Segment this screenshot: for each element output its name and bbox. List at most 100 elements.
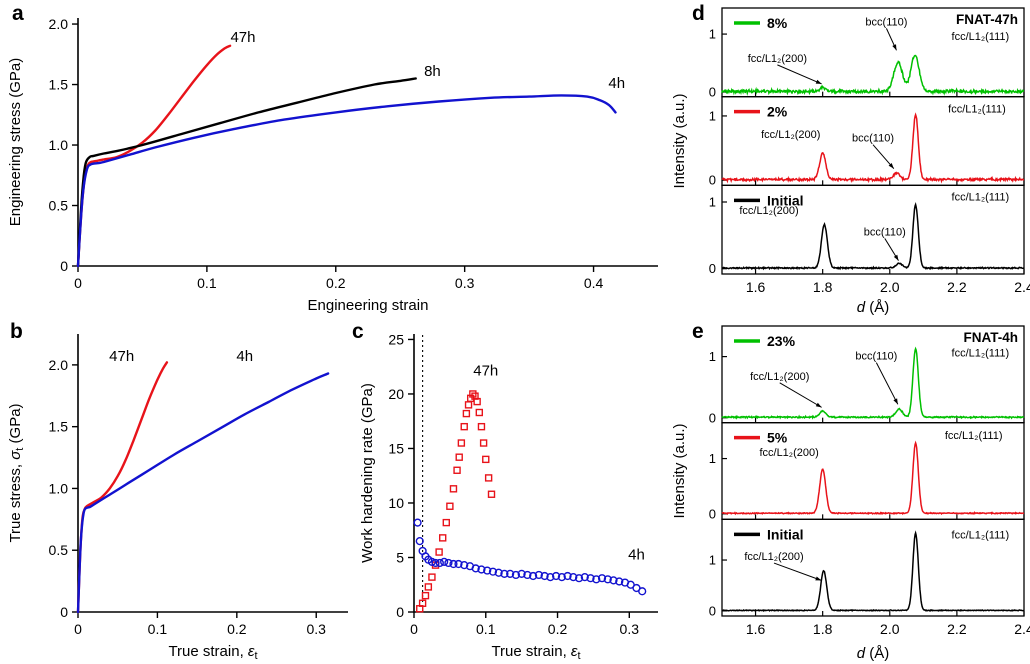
svg-text:Intensity (a.u.): Intensity (a.u.) [671, 423, 688, 518]
svg-text:2.0: 2.0 [49, 357, 69, 373]
svg-text:15: 15 [388, 440, 404, 456]
panel-label-b: b [10, 320, 23, 343]
svg-text:FNAT-4h: FNAT-4h [964, 330, 1019, 345]
svg-text:0: 0 [74, 275, 82, 291]
panel-label-d: d [692, 2, 705, 25]
svg-text:0.3: 0.3 [620, 621, 640, 637]
svg-text:20: 20 [388, 386, 404, 402]
svg-text:FNAT-47h: FNAT-47h [956, 12, 1018, 27]
svg-text:fcc/L1₂(200): fcc/L1₂(200) [744, 551, 803, 563]
svg-text:0: 0 [709, 603, 716, 618]
svg-text:fcc/L1₂(111): fcc/L1₂(111) [945, 430, 1003, 442]
chart-engineering-stress-strain: 0 0.1 0.2 0.3 0.4 0 0.5 1.0 1.5 2.0 47h 8h 4h Enginee… [7, 16, 658, 314]
svg-text:0: 0 [74, 621, 82, 637]
svg-text:bcc(110): bcc(110) [865, 16, 907, 28]
svg-text:bcc(110): bcc(110) [855, 351, 897, 363]
svg-text:1: 1 [709, 553, 716, 568]
svg-text:0: 0 [60, 604, 68, 620]
svg-text:fcc/L1₂(200): fcc/L1₂(200) [739, 205, 798, 217]
svg-text:2.0: 2.0 [880, 621, 900, 637]
svg-text:fcc/L1₂(111): fcc/L1₂(111) [952, 348, 1010, 360]
svg-text:2.2: 2.2 [947, 279, 967, 295]
svg-text:1.8: 1.8 [813, 621, 833, 637]
svg-text:1.0: 1.0 [49, 480, 69, 496]
svg-text:1: 1 [709, 451, 716, 466]
svg-text:d (Å): d (Å) [857, 645, 890, 662]
svg-text:fcc/L1₂(111): fcc/L1₂(111) [952, 31, 1010, 43]
svg-text:1: 1 [709, 27, 716, 42]
svg-text:1.6: 1.6 [746, 279, 766, 295]
svg-text:0.5: 0.5 [49, 542, 69, 558]
svg-text:True stress, σt (GPa): True stress, σt (GPa) [7, 403, 26, 542]
svg-text:0: 0 [60, 258, 68, 274]
svg-text:0.3: 0.3 [455, 275, 475, 291]
svg-text:5: 5 [396, 549, 404, 565]
svg-text:1: 1 [709, 349, 716, 364]
svg-text:Initial: Initial [767, 526, 804, 542]
svg-text:0: 0 [709, 85, 716, 100]
svg-text:8%: 8% [767, 15, 788, 31]
svg-text:0.2: 0.2 [326, 275, 346, 291]
svg-text:0.1: 0.1 [476, 621, 496, 637]
svg-text:0.3: 0.3 [307, 621, 327, 637]
chart-true-stress-strain: 0 0.1 0.2 0.3 0 0.5 1.0 1.5 2.0 47h 4h True strain,… [7, 334, 348, 662]
panel-label-a: a [12, 2, 24, 25]
chart-work-hardening-rate: 0 0.1 0.2 0.3 0 5 10 15 20 25 47h 4h True strain, εt… [359, 331, 658, 662]
svg-text:True strain, εt: True strain, εt [168, 643, 257, 662]
svg-text:fcc/L1₂(200): fcc/L1₂(200) [761, 129, 820, 141]
svg-text:23%: 23% [767, 333, 796, 349]
svg-text:True strain, εt: True strain, εt [491, 643, 580, 662]
svg-text:Intensity (a.u.): Intensity (a.u.) [671, 93, 688, 188]
svg-text:0: 0 [396, 604, 404, 620]
svg-text:8h: 8h [424, 63, 441, 80]
svg-text:1.5: 1.5 [49, 77, 69, 93]
svg-text:47h: 47h [230, 29, 255, 46]
svg-text:0: 0 [709, 261, 716, 276]
svg-text:0.1: 0.1 [197, 275, 217, 291]
svg-text:fcc/L1₂(111): fcc/L1₂(111) [952, 192, 1010, 204]
svg-text:0.5: 0.5 [49, 198, 69, 214]
svg-text:1: 1 [709, 108, 716, 123]
svg-text:fcc/L1₂(111): fcc/L1₂(111) [952, 530, 1010, 542]
svg-text:47h: 47h [473, 362, 498, 379]
svg-text:5%: 5% [767, 430, 788, 446]
svg-text:25: 25 [388, 331, 404, 347]
svg-text:0: 0 [709, 410, 716, 425]
svg-text:0: 0 [709, 506, 716, 521]
svg-text:2%: 2% [767, 104, 788, 120]
svg-text:0: 0 [709, 173, 716, 188]
panel-label-c: c [352, 320, 364, 343]
svg-text:47h: 47h [109, 348, 134, 365]
panel-label-e: e [692, 320, 704, 343]
svg-text:1.0: 1.0 [49, 137, 69, 153]
svg-text:1: 1 [709, 195, 716, 210]
svg-text:Initial: Initial [767, 192, 804, 208]
svg-text:4h: 4h [628, 547, 645, 564]
chart-diffraction-fnat-47h: 0 1 8% FNAT-47h fcc/L1₂(200) bcc(110) fcc/L1₂(… [671, 7, 1030, 316]
svg-text:bcc(110): bcc(110) [864, 226, 906, 238]
svg-text:0: 0 [410, 621, 418, 637]
svg-text:2.2: 2.2 [947, 621, 967, 637]
svg-text:10: 10 [388, 495, 404, 511]
svg-text:1.6: 1.6 [746, 621, 766, 637]
svg-text:0.4: 0.4 [584, 275, 604, 291]
svg-text:2.4: 2.4 [1014, 621, 1030, 637]
svg-text:2.4: 2.4 [1014, 279, 1030, 295]
svg-text:2.0: 2.0 [880, 279, 900, 295]
svg-text:fcc/L1₂(111): fcc/L1₂(111) [948, 104, 1006, 116]
svg-text:1.8: 1.8 [813, 279, 833, 295]
svg-text:fcc/L1₂(200): fcc/L1₂(200) [759, 447, 818, 459]
svg-text:0.2: 0.2 [548, 621, 568, 637]
svg-text:fcc/L1₂(200): fcc/L1₂(200) [750, 371, 809, 383]
svg-text:0.1: 0.1 [148, 621, 168, 637]
svg-text:Engineering stress (GPa): Engineering stress (GPa) [7, 58, 24, 226]
svg-text:fcc/L1₂(200): fcc/L1₂(200) [748, 53, 807, 65]
svg-text:Engineering strain: Engineering strain [308, 297, 429, 314]
svg-text:d (Å): d (Å) [857, 299, 890, 316]
svg-text:1.5: 1.5 [49, 419, 69, 435]
svg-text:bcc(110): bcc(110) [852, 133, 894, 145]
chart-diffraction-fnat-4h: 0 1 23% FNAT-4h fcc/L1₂(200) bcc(110) fcc/L1₂(… [671, 325, 1030, 662]
svg-text:Work hardening rate (GPa): Work hardening rate (GPa) [359, 383, 376, 563]
svg-text:0.2: 0.2 [227, 621, 247, 637]
